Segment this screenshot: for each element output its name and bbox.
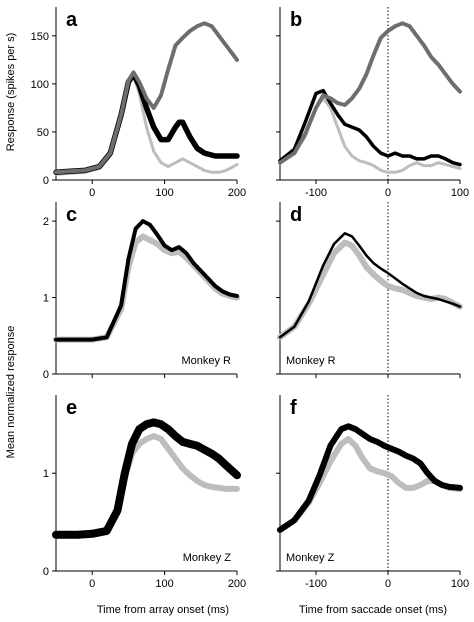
panel-letter: d	[290, 204, 302, 226]
panel-c: 0 1 2 c Monkey R	[43, 202, 240, 381]
panel-e: 0 1 0 100 200 e Monkey Z	[43, 395, 246, 590]
x-tick-label: 100	[451, 578, 469, 590]
x-tick-label: 100	[451, 187, 469, 199]
x-tick-label: 0	[385, 578, 391, 590]
y-tick-label: 0	[43, 369, 49, 381]
series-line	[278, 21, 462, 165]
x-tick-label: 0	[89, 578, 95, 590]
y-tick-label: 150	[31, 31, 49, 43]
y-tick-label: 2	[43, 216, 49, 228]
y-axis-title-bottom: Mean normalized response	[5, 326, 17, 459]
series-line	[278, 88, 462, 167]
x-tick-label: 0	[385, 187, 391, 199]
y-tick-label: 0	[43, 566, 49, 578]
series-line	[277, 423, 463, 533]
monkey-label: Monkey Z	[183, 552, 232, 564]
panel-d: d Monkey R	[276, 202, 463, 378]
y-tick-label: 100	[31, 79, 49, 91]
y-axis-title-top: Response (spikes per s)	[5, 33, 17, 152]
y-tick-label: 1	[43, 468, 49, 480]
y-tick-label: 1	[43, 293, 49, 305]
series-line	[278, 232, 462, 339]
panel-letter: f	[290, 397, 297, 419]
monkey-label: Monkey Z	[286, 552, 335, 564]
x-tick-label: 200	[228, 187, 246, 199]
monkey-label: Monkey R	[181, 355, 231, 367]
y-tick-label: 50	[37, 127, 49, 139]
series-line	[277, 239, 463, 341]
series-line	[53, 233, 240, 343]
x-tick-label: 0	[89, 187, 95, 199]
panel-letter: b	[290, 9, 302, 31]
panel-letter: a	[66, 9, 78, 31]
panel-b: -100 0 100 b	[276, 7, 469, 199]
series-line	[54, 21, 239, 175]
x-axis-title-right: Time from saccade onset (ms)	[299, 604, 447, 616]
series-line	[54, 72, 239, 176]
series-line	[52, 418, 241, 539]
x-tick-label: -100	[305, 187, 327, 199]
monkey-label: Monkey R	[286, 355, 336, 367]
x-tick-label: 100	[155, 187, 173, 199]
panel-a: 0 50 100 150 0 100 200 a	[31, 7, 246, 199]
x-axis-title-left: Time from array onset (ms)	[97, 604, 229, 616]
series-line	[277, 436, 463, 533]
x-tick-label: -100	[305, 578, 327, 590]
panel-letter: e	[66, 397, 77, 419]
panel-letter: c	[66, 204, 77, 226]
y-tick-label: 0	[43, 175, 49, 187]
series-line	[54, 219, 239, 342]
x-tick-label: 100	[155, 578, 173, 590]
panel-f: -100 0 100 f Monkey Z	[276, 395, 469, 590]
series-line	[278, 96, 462, 174]
x-tick-label: 200	[228, 578, 246, 590]
